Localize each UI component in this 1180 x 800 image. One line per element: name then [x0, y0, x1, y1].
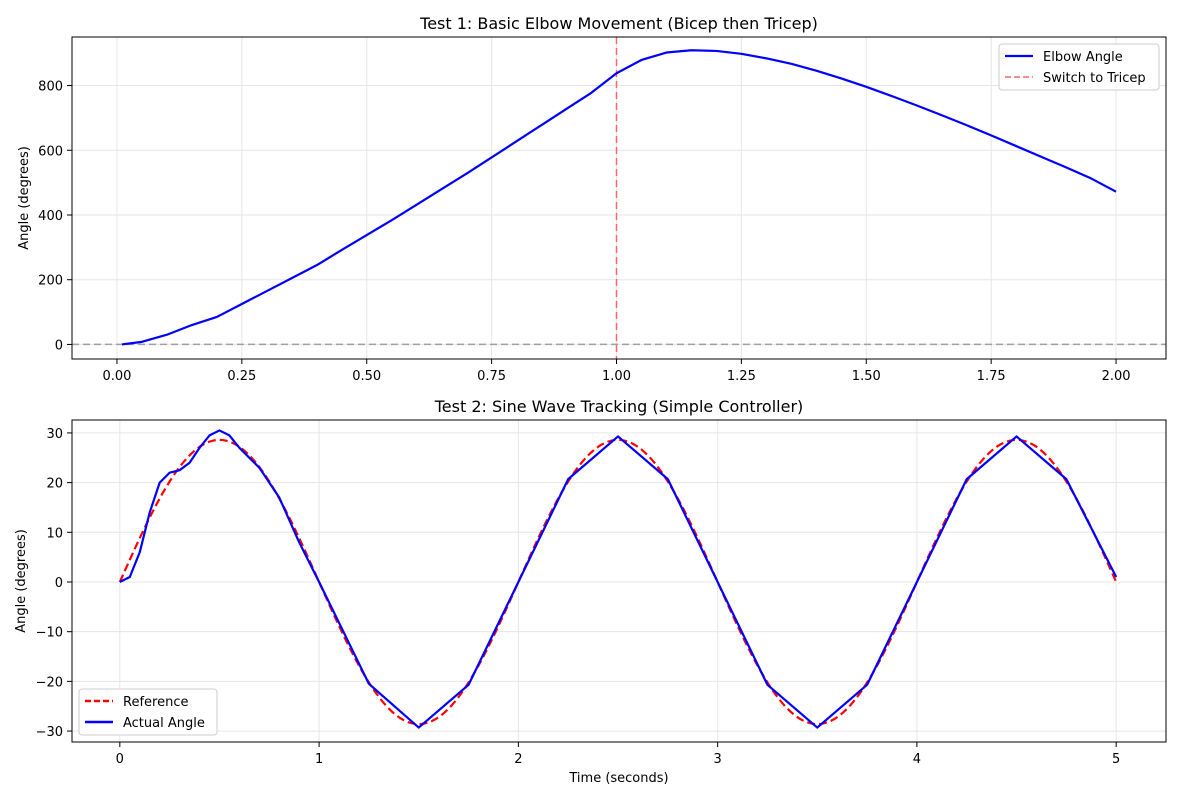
y-tick-label: 20	[46, 477, 63, 492]
grid	[72, 420, 1166, 742]
y-axis-label: Angle (degrees)	[14, 529, 29, 633]
legend-box	[998, 43, 1160, 91]
series-line-elbow-angle	[121, 49, 1117, 346]
x-tick-label: 2	[514, 752, 522, 767]
x-tick-label: 5	[1112, 752, 1120, 767]
series-lines	[118, 429, 1118, 729]
grid	[72, 37, 1166, 359]
y-tick-label: 600	[38, 144, 63, 159]
y-axis-label: Angle (degrees)	[17, 146, 32, 250]
y-ticks: −30 −20 −10 0 10 20 30	[36, 427, 72, 740]
x-tick-label: 4	[913, 752, 921, 767]
x-ticks: 0 1 2 3 4 5	[116, 742, 1120, 767]
y-tick-label: −10	[36, 626, 63, 641]
x-tick-label: 0.25	[227, 369, 256, 384]
x-tick-label: 3	[713, 752, 721, 767]
chart-title: Test 1: Basic Elbow Movement (Bicep then…	[419, 14, 818, 33]
y-tick-label: 0	[55, 338, 63, 353]
legend-label: Elbow Angle	[1043, 50, 1123, 65]
legend-box	[78, 688, 218, 736]
chart-title: Test 2: Sine Wave Tracking (Simple Contr…	[434, 397, 804, 416]
plot-frame	[71, 419, 1167, 743]
x-axis-label: Time (seconds)	[568, 771, 668, 786]
x-tick-label: 1.25	[727, 369, 756, 384]
y-tick-label: −30	[36, 725, 63, 740]
y-tick-label: 30	[46, 427, 63, 442]
reference-lines	[72, 37, 1166, 359]
panel-elbow-movement: Test 1: Basic Elbow Movement (Bicep then…	[17, 14, 1167, 384]
panel-sine-tracking: Test 2: Sine Wave Tracking (Simple Contr…	[14, 397, 1167, 786]
y-tick-label: −20	[36, 675, 63, 690]
legend-label: Switch to Tricep	[1043, 71, 1146, 86]
x-tick-label: 1.50	[852, 369, 881, 384]
legend: Reference Actual Angle	[78, 688, 218, 736]
x-tick-label: 0	[116, 752, 124, 767]
y-tick-label: 200	[38, 274, 63, 289]
plot-frame	[71, 36, 1167, 360]
legend-label: Reference	[123, 695, 188, 710]
series-lines	[121, 49, 1117, 346]
y-tick-label: 10	[46, 526, 63, 541]
y-tick-label: 0	[55, 576, 63, 591]
series-line-actual-angle	[119, 429, 1118, 729]
x-tick-label: 2.00	[1102, 369, 1131, 384]
y-tick-label: 800	[38, 80, 63, 95]
y-ticks: 0 200 400 600 800	[38, 80, 72, 353]
x-tick-label: 0.00	[102, 369, 131, 384]
legend-label: Actual Angle	[123, 716, 205, 731]
x-tick-label: 1.00	[602, 369, 631, 384]
x-ticks: 0.00 0.25 0.50 0.75 1.00 1.25 1.50 1.75 2.00	[102, 359, 1131, 384]
legend: Elbow Angle Switch to Tricep	[998, 43, 1160, 91]
x-tick-label: 1.75	[977, 369, 1006, 384]
y-tick-label: 400	[38, 209, 63, 224]
x-tick-label: 1	[315, 752, 323, 767]
x-tick-label: 0.50	[352, 369, 381, 384]
x-tick-label: 0.75	[477, 369, 506, 384]
